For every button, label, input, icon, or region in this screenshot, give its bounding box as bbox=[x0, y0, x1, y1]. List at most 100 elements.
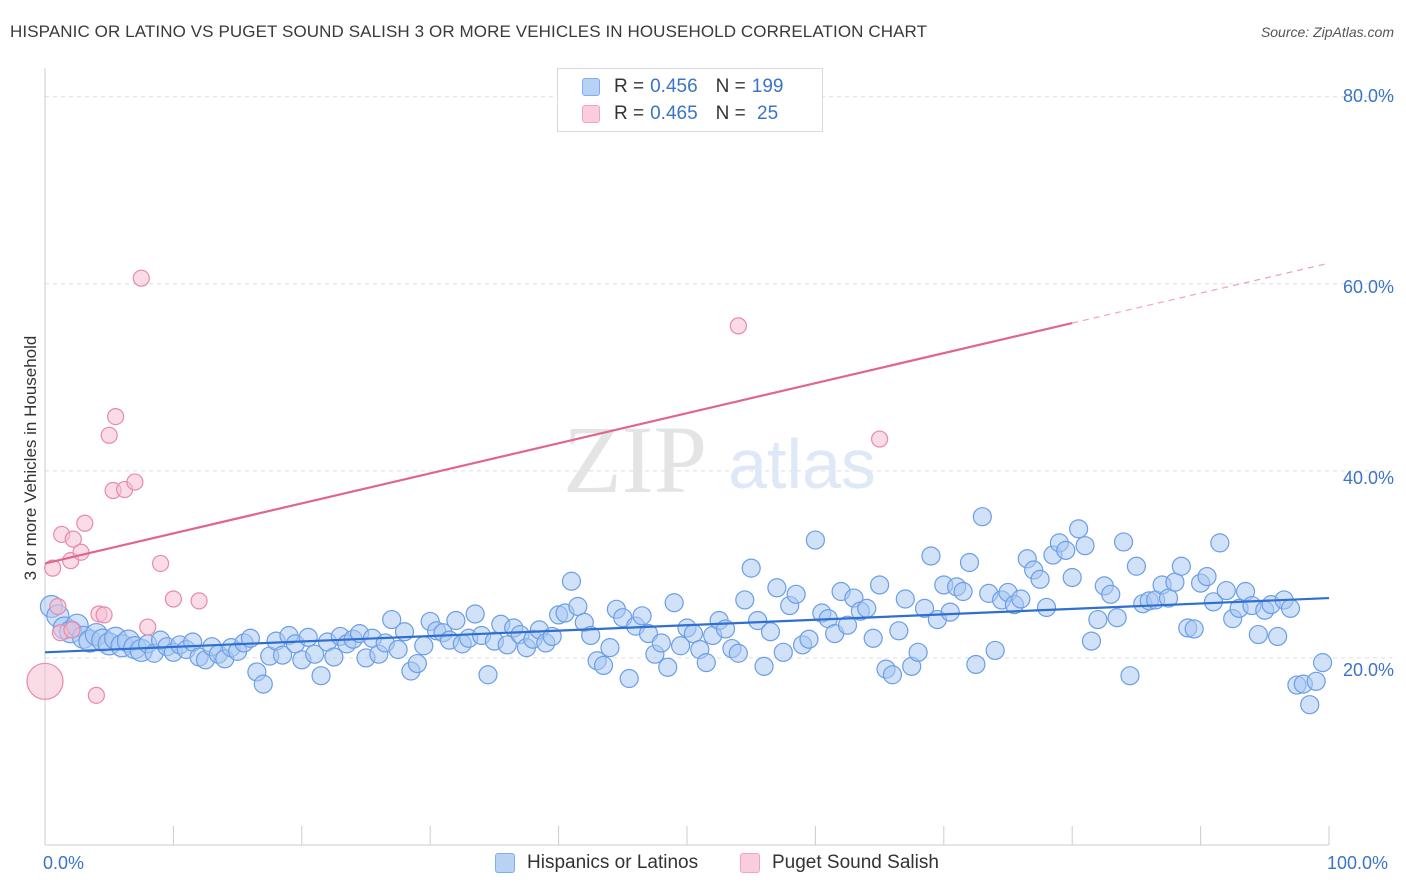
data-point bbox=[190, 592, 208, 610]
data-point bbox=[1101, 584, 1121, 604]
data-point bbox=[72, 543, 90, 561]
y-tick-label-60: 60.0% bbox=[1342, 277, 1394, 297]
data-point bbox=[324, 647, 344, 667]
data-point bbox=[63, 621, 81, 639]
data-point bbox=[272, 645, 293, 665]
data-point bbox=[600, 638, 620, 658]
watermark-zip: ZIP bbox=[563, 406, 707, 513]
data-point bbox=[388, 639, 408, 660]
y-tick-label-20: 20.0% bbox=[1342, 660, 1394, 680]
data-point bbox=[670, 636, 691, 656]
data-point bbox=[407, 653, 427, 674]
data-point bbox=[1056, 540, 1076, 560]
legend-label-hispanics: Hispanics or Latinos bbox=[527, 852, 699, 873]
data-point bbox=[1184, 619, 1204, 639]
grid-lines bbox=[45, 96, 1392, 659]
data-point bbox=[139, 618, 157, 636]
legend-swatch-blue bbox=[582, 78, 600, 96]
data-point bbox=[741, 558, 761, 578]
data-point bbox=[298, 627, 318, 647]
data-point bbox=[87, 686, 105, 704]
legend-swatch-pink bbox=[582, 105, 600, 123]
data-point bbox=[100, 426, 118, 444]
data-point bbox=[1062, 567, 1082, 588]
data-point bbox=[773, 642, 793, 662]
stats-row-hispanics: R = 0.456 N = 199 bbox=[582, 74, 783, 100]
data-point bbox=[767, 578, 787, 598]
data-point bbox=[1088, 609, 1108, 630]
data-point bbox=[446, 610, 466, 631]
regression-line-salish bbox=[44, 321, 1073, 565]
data-point bbox=[561, 571, 582, 591]
data-point bbox=[478, 665, 498, 685]
legend-item-salish[interactable]: Puget Sound Salish bbox=[740, 852, 939, 874]
data-point bbox=[940, 602, 960, 622]
data-point bbox=[889, 621, 909, 641]
legend-item-hispanics[interactable]: Hispanics or Latinos bbox=[495, 852, 698, 874]
series-salish-points bbox=[26, 269, 889, 704]
data-point bbox=[953, 581, 973, 602]
n-label: N = bbox=[715, 76, 746, 97]
data-point bbox=[593, 655, 614, 676]
data-point bbox=[414, 636, 434, 656]
data-point bbox=[568, 596, 588, 617]
data-point bbox=[1036, 597, 1057, 618]
data-point bbox=[870, 430, 889, 448]
data-point bbox=[581, 625, 601, 646]
data-point bbox=[382, 609, 402, 630]
data-point bbox=[1306, 671, 1326, 691]
data-point bbox=[1107, 608, 1127, 628]
r-value: 0.456 bbox=[650, 76, 698, 97]
data-point bbox=[638, 624, 659, 644]
r-label: R = bbox=[614, 103, 645, 124]
data-point bbox=[1312, 653, 1333, 673]
regression-lines bbox=[44, 262, 1330, 654]
data-point bbox=[1113, 532, 1134, 552]
data-point bbox=[1210, 533, 1230, 553]
y-tick-label-40: 40.0% bbox=[1342, 468, 1394, 488]
data-point bbox=[735, 590, 755, 610]
n-value: 25 bbox=[751, 103, 779, 124]
data-point bbox=[1248, 624, 1268, 645]
data-point bbox=[959, 552, 980, 573]
data-point bbox=[696, 653, 716, 673]
regression-line-hispanics bbox=[44, 596, 1330, 654]
data-point bbox=[651, 633, 671, 653]
watermark-atlas: atlas bbox=[728, 425, 876, 503]
data-point bbox=[1126, 556, 1147, 576]
data-point bbox=[1197, 566, 1217, 587]
legend-swatch-blue bbox=[495, 853, 515, 873]
data-point bbox=[683, 624, 704, 644]
y-tick-label-80: 80.0% bbox=[1342, 86, 1394, 106]
regression-line-salish-extension bbox=[1072, 262, 1330, 324]
data-point bbox=[107, 408, 125, 426]
data-point bbox=[1069, 519, 1089, 539]
legend-swatch-pink bbox=[740, 853, 760, 873]
data-point bbox=[95, 606, 113, 624]
data-point bbox=[1216, 580, 1236, 601]
data-point bbox=[882, 665, 903, 685]
series-legend: Hispanics or Latinos Puget Sound Salish bbox=[0, 852, 1406, 878]
data-point bbox=[863, 628, 883, 648]
data-point bbox=[857, 598, 877, 618]
data-point bbox=[126, 473, 144, 491]
data-point bbox=[619, 668, 639, 689]
data-point bbox=[972, 507, 992, 527]
data-point bbox=[895, 589, 915, 609]
source-label: Source: ZipAtlas.com bbox=[1260, 24, 1394, 40]
data-point bbox=[805, 530, 826, 550]
data-point bbox=[1300, 695, 1320, 715]
data-point bbox=[632, 606, 652, 626]
data-point bbox=[311, 666, 331, 686]
data-point bbox=[837, 615, 858, 635]
data-point bbox=[1075, 536, 1095, 556]
data-point bbox=[985, 640, 1005, 661]
data-point bbox=[44, 559, 62, 577]
data-point bbox=[658, 657, 678, 677]
n-label: N = bbox=[715, 103, 746, 124]
data-point bbox=[754, 656, 774, 676]
data-point bbox=[664, 593, 684, 613]
data-point bbox=[1171, 556, 1191, 576]
data-point bbox=[497, 635, 517, 655]
